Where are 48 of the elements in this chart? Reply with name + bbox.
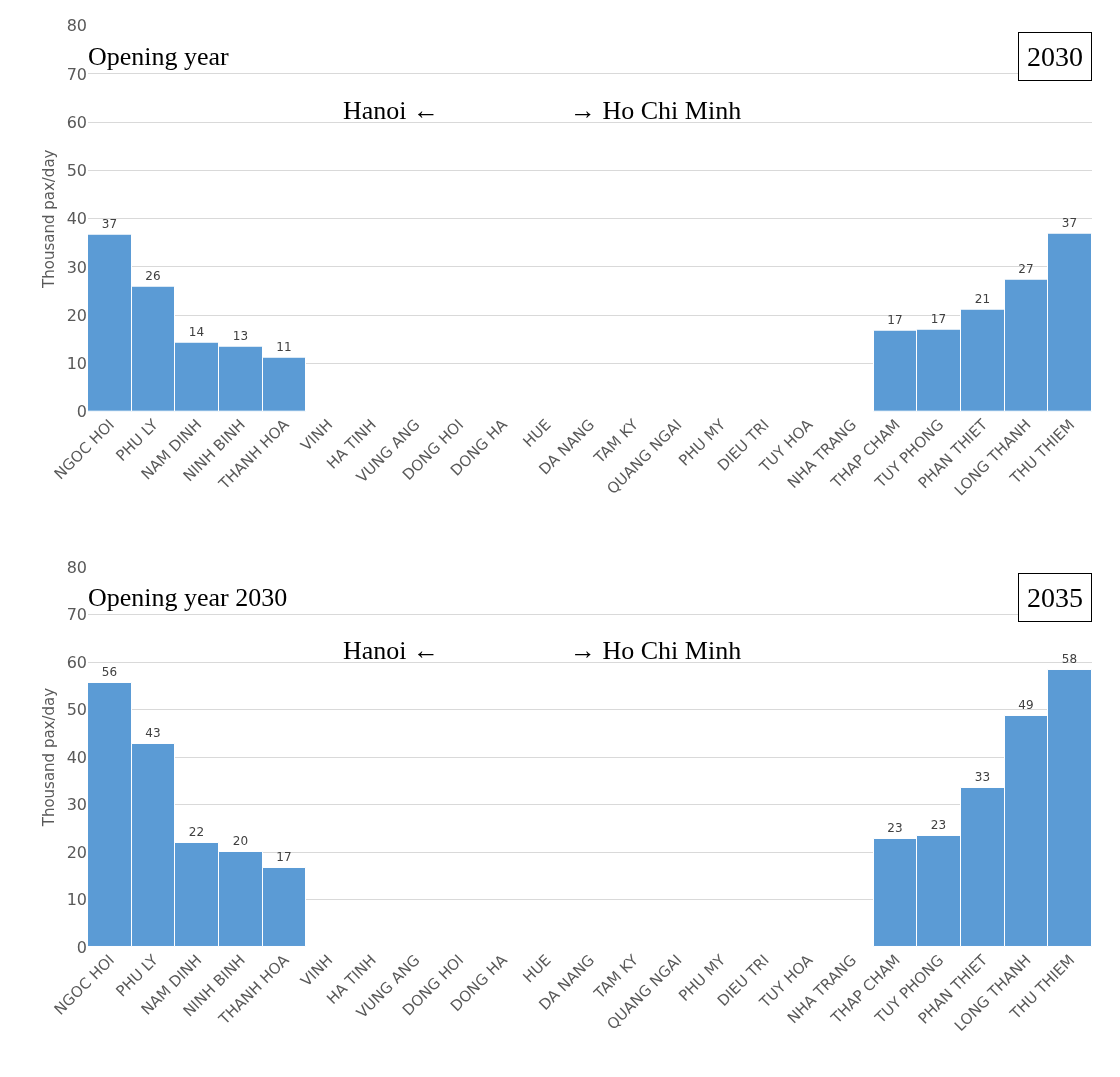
- y-tick-label: 0: [76, 937, 87, 957]
- y-tick-label: 70: [66, 605, 87, 625]
- y-tick-label: 20: [66, 842, 87, 862]
- data-label: 17: [930, 312, 947, 327]
- annotation: → Ho Chi Minh: [570, 636, 742, 665]
- y-tick-label: 70: [66, 64, 87, 84]
- y-tick-label: 40: [66, 209, 87, 229]
- y-tick-label: 40: [66, 747, 87, 767]
- y-tick-label: 10: [66, 354, 87, 374]
- annotation: 2035: [1027, 582, 1083, 613]
- data-label: 20: [232, 834, 249, 849]
- y-tick-label: 80: [66, 16, 87, 36]
- data-label: 58: [1061, 652, 1078, 667]
- y-tick-label: 50: [66, 161, 87, 181]
- y-tick-label: 60: [66, 112, 87, 132]
- y-axis-title: Thousand pax/day: [39, 149, 58, 289]
- annotation: 2030: [1027, 41, 1083, 72]
- y-axis-title: Thousand pax/day: [39, 687, 58, 828]
- data-label: 27: [1018, 262, 1034, 277]
- data-label: 37: [1061, 216, 1078, 231]
- annotation: Opening year 2030: [88, 583, 288, 612]
- data-label: 43: [145, 726, 161, 741]
- annotation: Opening year: [88, 42, 230, 71]
- y-tick-label: 10: [66, 890, 87, 910]
- y-tick-label: 60: [66, 652, 87, 672]
- data-label: 11: [276, 340, 292, 355]
- data-label: 49: [1018, 698, 1034, 713]
- data-label: 21: [974, 292, 991, 307]
- data-label: 33: [974, 770, 991, 785]
- data-label: 56: [101, 665, 118, 680]
- data-label: 17: [887, 313, 903, 328]
- y-tick-label: 30: [66, 257, 87, 277]
- y-tick-label: 20: [66, 305, 87, 325]
- data-label: 23: [887, 821, 903, 836]
- y-tick-label: 50: [66, 700, 87, 720]
- y-tick-label: 30: [66, 795, 87, 815]
- data-label: 37: [101, 217, 118, 232]
- data-label: 23: [930, 818, 947, 833]
- annotation: Hanoi ←: [343, 636, 440, 665]
- data-label: 22: [188, 825, 205, 840]
- annotation: → Ho Chi Minh: [570, 96, 742, 125]
- y-tick-label: 0: [76, 402, 87, 422]
- data-label: 17: [276, 850, 292, 865]
- data-label: 13: [232, 329, 249, 344]
- data-label: 26: [145, 269, 161, 284]
- data-label: 14: [188, 325, 205, 340]
- annotation: Hanoi ←: [343, 96, 440, 125]
- y-tick-label: 80: [66, 557, 87, 577]
